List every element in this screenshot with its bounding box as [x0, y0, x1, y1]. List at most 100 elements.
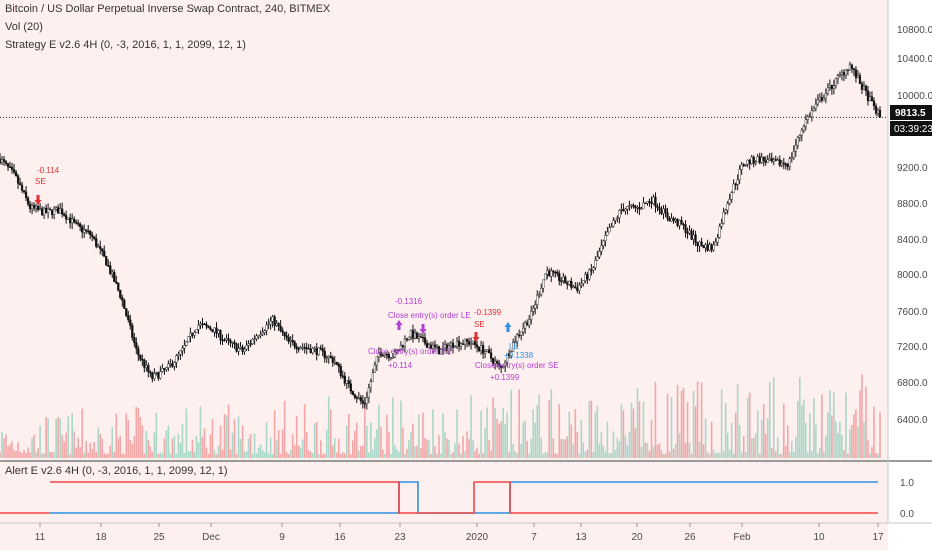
candle-body — [377, 352, 380, 357]
chart-title[interactable]: Bitcoin / US Dollar Perpetual Inverse Sw… — [5, 3, 331, 15]
volume-bar — [815, 424, 817, 458]
volume-bar — [396, 449, 398, 458]
volume-bar — [281, 429, 284, 458]
candle-body — [816, 99, 819, 105]
candle-body — [700, 241, 703, 246]
time-tick-label: 2020 — [466, 532, 489, 543]
volume-bar — [13, 450, 15, 458]
candle-body — [109, 265, 112, 274]
candle-body — [822, 97, 825, 101]
volume-bar — [642, 401, 645, 458]
volume-bar — [436, 453, 438, 458]
alert-legend[interactable]: Alert E v2.6 4H (0, -3, 2016, 1, 1, 2099… — [5, 465, 228, 477]
volume-bar — [803, 399, 805, 458]
volume-bar — [502, 407, 504, 458]
candle-body — [91, 234, 94, 237]
volume-bar — [626, 444, 629, 458]
volume-bar — [504, 423, 506, 458]
candle-body — [538, 294, 541, 296]
volume-bar — [855, 409, 857, 458]
volume-bar — [225, 415, 228, 458]
volume-bar — [217, 445, 220, 458]
candle-body — [684, 224, 687, 233]
candle-body — [49, 208, 52, 211]
candle-body — [421, 337, 425, 339]
candlesticks[interactable] — [0, 61, 882, 410]
strategy-legend[interactable]: Strategy E v2.6 4H (0, -3, 2016, 1, 1, 2… — [5, 39, 246, 51]
volume-bar — [329, 409, 332, 458]
volume-bar — [141, 425, 144, 458]
candle-body — [177, 353, 180, 356]
candle-body — [824, 93, 827, 99]
volume-bar — [45, 417, 47, 458]
volume-bar — [360, 445, 362, 458]
volume-bar — [594, 412, 597, 458]
volume-bar — [793, 452, 795, 458]
volume-bar — [456, 409, 458, 458]
candle-body — [562, 276, 565, 281]
candle-body — [788, 158, 791, 167]
volume-bar — [241, 425, 244, 458]
candle-body — [506, 353, 509, 363]
volume-bar — [448, 439, 450, 458]
volume-bar — [708, 453, 711, 458]
candle-body — [261, 332, 264, 335]
candle-body — [79, 224, 82, 227]
candle-body — [558, 273, 561, 281]
price-axis[interactable]: 10800.0 10400.0 10000.0 9200.0 8800.0 84… — [897, 25, 932, 426]
candle-body — [221, 339, 224, 342]
volume-bar — [424, 438, 426, 458]
alert-pane[interactable] — [0, 481, 878, 514]
volume-bar — [782, 403, 785, 458]
candle-body — [604, 235, 607, 242]
candle-body — [820, 97, 823, 101]
candle-body — [259, 334, 262, 336]
volume-bar — [197, 442, 200, 458]
volume-bar — [468, 438, 470, 458]
volume-bar — [780, 453, 783, 458]
candle-body — [792, 151, 795, 158]
candle-body — [131, 325, 134, 338]
candle-body — [0, 158, 2, 164]
candle-body — [101, 248, 104, 252]
candle-body — [726, 203, 729, 211]
volume-bar — [65, 432, 67, 458]
volume-bar — [422, 412, 424, 458]
candle-body — [69, 217, 72, 224]
candle-body — [728, 199, 731, 204]
volume-bar — [776, 437, 779, 458]
candle-body — [512, 342, 515, 352]
candle-body — [405, 338, 409, 341]
candle-body — [365, 397, 368, 404]
volume-bar — [460, 453, 462, 458]
candle-body — [6, 163, 10, 167]
volume-bar — [520, 443, 522, 458]
candle-body — [351, 390, 354, 395]
candle-body — [151, 372, 154, 379]
candle-body — [756, 156, 759, 163]
volume-bar — [474, 451, 476, 458]
candle-body — [826, 87, 829, 94]
volume-bar — [9, 444, 11, 458]
candle-body — [457, 340, 461, 347]
volume-bar — [31, 437, 33, 458]
candle-body — [772, 159, 775, 162]
volume-bar — [5, 434, 7, 458]
volume-bar — [772, 377, 775, 458]
price-tick: 6800.0 — [897, 378, 928, 389]
candle-body — [696, 242, 699, 247]
volume-bar — [672, 448, 675, 458]
candle-body — [327, 356, 330, 359]
time-axis[interactable]: 11 18 25 Dec 9 16 23 2020 7 13 20 26 Feb 10 17 — [35, 523, 884, 543]
volume-legend[interactable]: Vol (20) — [5, 21, 43, 33]
price-tick: 8000.0 — [897, 270, 928, 281]
volume-bar — [125, 413, 128, 458]
volume-bar — [25, 453, 27, 458]
volume-bar — [273, 410, 276, 458]
volume-bar — [726, 432, 729, 458]
volume-bar — [530, 438, 533, 458]
short-entry-arrow — [34, 195, 42, 205]
volume-bar — [43, 453, 45, 458]
volume-bar — [257, 447, 260, 458]
